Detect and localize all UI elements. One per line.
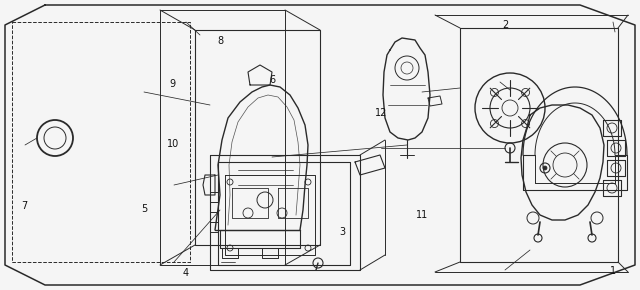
Text: 3: 3	[339, 227, 346, 237]
Text: 9: 9	[170, 79, 176, 89]
Text: 1: 1	[610, 266, 616, 276]
Text: 7: 7	[21, 201, 28, 211]
Text: 11: 11	[416, 210, 429, 220]
Circle shape	[543, 166, 547, 170]
Text: 4: 4	[182, 268, 189, 278]
Text: 10: 10	[166, 139, 179, 148]
Text: 2: 2	[502, 20, 509, 30]
Text: 5: 5	[141, 204, 147, 214]
Text: 6: 6	[269, 75, 275, 85]
Text: 8: 8	[218, 36, 224, 46]
Text: 12: 12	[374, 108, 387, 118]
